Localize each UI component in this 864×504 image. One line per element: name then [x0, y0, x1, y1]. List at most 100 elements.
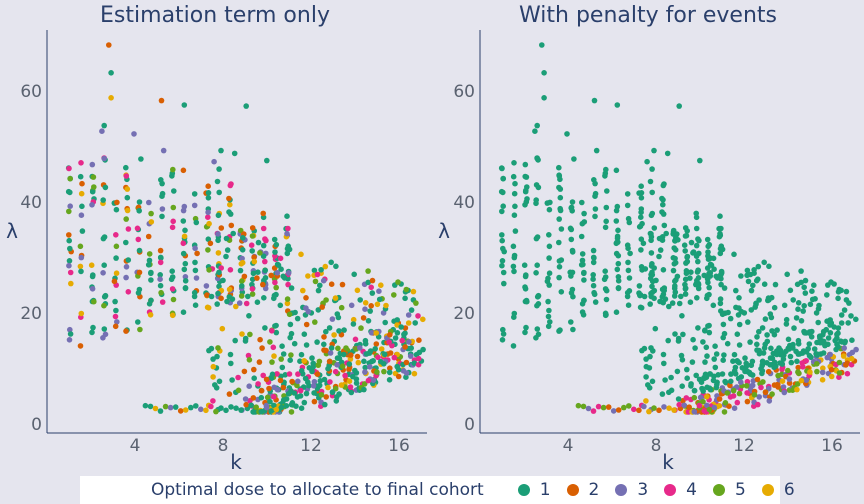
scatter-point — [666, 405, 672, 412]
scatter-point — [321, 334, 327, 340]
scatter-point — [321, 341, 327, 348]
scatter-point — [691, 394, 698, 401]
panel-left-ytick: 40 — [20, 193, 42, 213]
scatter-point — [113, 307, 119, 314]
scatter-point — [786, 376, 793, 382]
scatter-point — [378, 346, 385, 352]
scatter-point — [367, 308, 374, 314]
scatter-point — [693, 225, 700, 232]
scatter-point — [298, 351, 305, 358]
scatter-point — [734, 331, 741, 338]
scatter-point — [374, 301, 381, 308]
scatter-point — [125, 289, 132, 295]
scatter-point — [690, 250, 696, 256]
scatter-point — [680, 331, 686, 338]
panel-right-xlabel: k — [662, 450, 674, 474]
scatter-point — [408, 307, 415, 313]
scatter-point — [213, 408, 219, 415]
scatter-point — [287, 321, 294, 328]
scatter-point — [753, 277, 760, 284]
scatter-point — [159, 213, 165, 220]
scatter-point — [736, 390, 743, 397]
scatter-point — [581, 277, 587, 283]
scatter-point — [336, 391, 342, 397]
scatter-point — [113, 243, 120, 250]
scatter-point — [123, 264, 130, 270]
scatter-point — [135, 319, 141, 325]
scatter-point — [373, 341, 380, 347]
scatter-point — [113, 206, 120, 213]
scatter-point — [602, 224, 609, 231]
scatter-point — [743, 364, 749, 370]
scatter-point — [679, 383, 685, 390]
scatter-point — [688, 269, 694, 276]
scatter-point — [802, 277, 809, 284]
scatter-point — [310, 383, 317, 389]
legend-item-1[interactable]: 1 — [517, 480, 551, 500]
scatter-point — [687, 275, 693, 281]
scatter-point — [220, 277, 226, 284]
legend-item-2[interactable]: 2 — [566, 480, 599, 500]
scatter-point — [672, 247, 679, 253]
scatter-point — [656, 407, 662, 414]
scatter-point — [556, 216, 562, 222]
scatter-point — [399, 337, 406, 344]
scatter-point — [809, 288, 815, 295]
scatter-point — [646, 408, 652, 415]
scatter-point — [706, 284, 712, 291]
scatter-point — [246, 313, 252, 319]
scatter-point — [279, 364, 286, 371]
scatter-point — [101, 122, 107, 129]
scatter-point — [730, 358, 736, 365]
scatter-point — [368, 330, 375, 336]
scatter-point — [274, 270, 281, 276]
scatter-point — [511, 254, 518, 261]
scatter-point — [684, 254, 690, 260]
scatter-point — [643, 363, 650, 370]
scatter-point — [499, 337, 506, 343]
scatter-point — [170, 204, 177, 211]
scatter-point — [767, 362, 773, 368]
scatter-point — [204, 292, 210, 298]
legend-item-6[interactable]: 6 — [761, 480, 795, 500]
scatter-point — [827, 317, 833, 323]
scatter-point — [639, 220, 645, 227]
scatter-point — [108, 70, 114, 76]
scatter-point — [210, 363, 217, 370]
scatter-point — [216, 283, 222, 290]
scatter-point — [592, 299, 599, 305]
scatter-point — [223, 407, 229, 414]
scatter-point — [648, 290, 654, 297]
scatter-point — [262, 325, 268, 331]
scatter-point — [66, 237, 72, 244]
scatter-point — [158, 255, 164, 261]
scatter-point — [648, 231, 654, 237]
scatter-point — [332, 368, 339, 375]
scatter-point — [264, 394, 271, 401]
scatter-point — [170, 166, 176, 173]
panel-right-ytick: 60 — [453, 82, 475, 102]
scatter-point — [545, 323, 552, 330]
legend-item-4[interactable]: 4 — [664, 480, 697, 500]
scatter-point — [710, 377, 717, 384]
scatter-point — [668, 387, 675, 394]
scatter-point — [659, 391, 666, 397]
scatter-point — [765, 368, 772, 375]
scatter-point — [260, 225, 267, 232]
scatter-point — [781, 302, 788, 309]
scatter-point — [361, 358, 367, 365]
scatter-point — [113, 270, 120, 277]
scatter-point — [694, 295, 700, 301]
scatter-point — [193, 275, 200, 281]
legend-item-5[interactable]: 5 — [713, 480, 746, 500]
scatter-point — [88, 262, 95, 269]
scatter-point — [705, 249, 711, 255]
scatter-point — [638, 209, 644, 216]
scatter-point — [671, 293, 678, 299]
scatter-point — [67, 326, 73, 333]
scatter-point — [328, 345, 335, 351]
scatter-point — [638, 214, 644, 220]
scatter-point — [836, 370, 843, 376]
legend-item-3[interactable]: 3 — [615, 480, 648, 500]
scatter-point — [613, 240, 620, 247]
